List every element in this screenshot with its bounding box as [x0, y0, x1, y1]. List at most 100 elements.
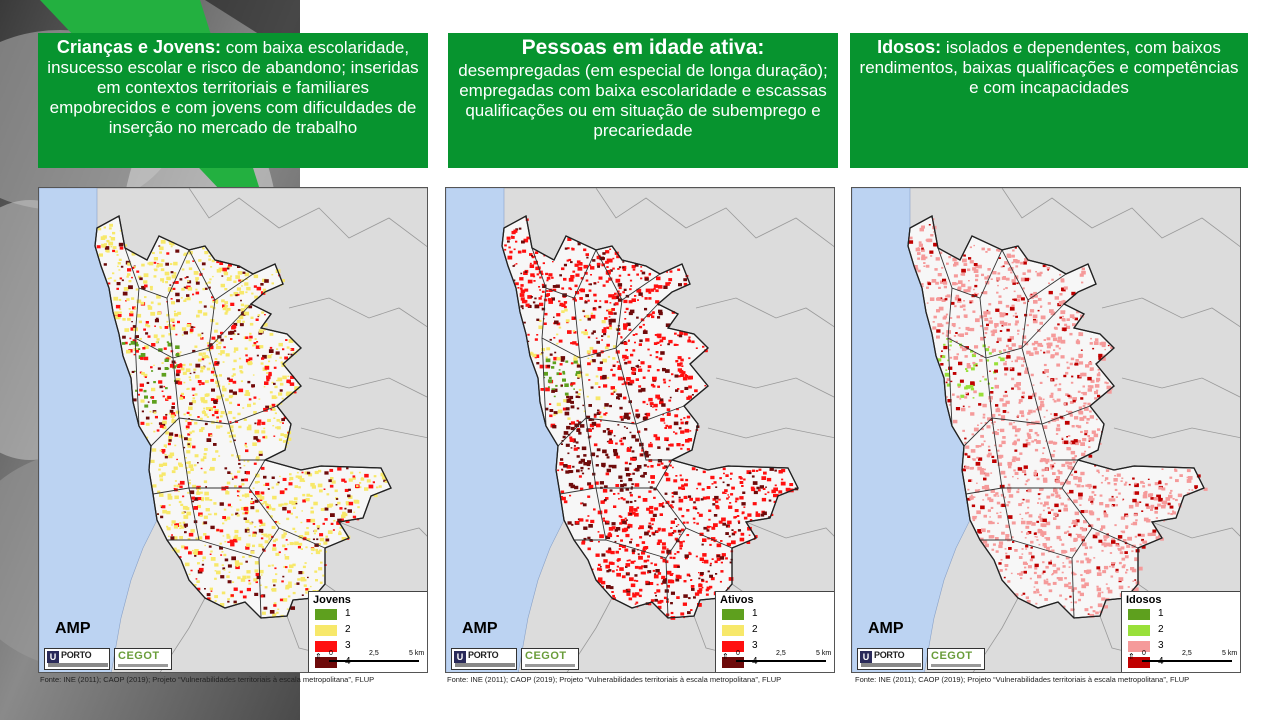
patch-class-2 — [119, 311, 122, 314]
patch-class-3 — [986, 425, 991, 429]
patch-class-3 — [1026, 442, 1031, 446]
patch-class-2 — [192, 549, 194, 552]
patch-class-4 — [583, 537, 587, 541]
patch-class-3 — [1188, 489, 1191, 491]
patch-class-3 — [650, 288, 655, 292]
patch-class-3 — [1062, 280, 1065, 282]
patch-class-3 — [541, 290, 545, 293]
patch-class-3 — [1012, 249, 1015, 252]
patch-class-3 — [1099, 442, 1102, 445]
patch-class-2 — [127, 262, 132, 266]
patch-class-3 — [937, 323, 943, 327]
legend-label: 2 — [752, 624, 758, 635]
patch-class-3 — [675, 475, 678, 477]
patch-class-4 — [227, 580, 232, 584]
patch-class-2 — [275, 396, 278, 399]
patch-class-3 — [987, 275, 991, 278]
patch-class-2 — [943, 343, 946, 346]
patch-class-2 — [188, 461, 191, 463]
patch-class-3 — [1072, 460, 1076, 464]
patch-class-3 — [1083, 520, 1087, 524]
patch-class-4 — [1092, 534, 1098, 539]
patch-class-2 — [174, 444, 177, 447]
patch-class-3 — [1169, 492, 1172, 494]
patch-class-2 — [181, 545, 185, 549]
patch-class-3 — [706, 525, 710, 529]
patch-class-3 — [639, 525, 644, 530]
patch-class-3 — [1061, 437, 1064, 439]
patch-class-3 — [973, 288, 975, 291]
patch-class-2 — [214, 358, 218, 361]
patch-class-4 — [157, 367, 161, 370]
patch-class-2 — [281, 534, 286, 538]
patch-class-2 — [140, 399, 145, 403]
patch-class-3 — [1146, 506, 1149, 509]
patch-class-3 — [1099, 502, 1104, 506]
patch-class-3 — [710, 577, 715, 581]
patch-class-3 — [244, 511, 248, 515]
patch-class-3 — [1186, 479, 1192, 483]
patch-class-4 — [579, 424, 585, 428]
patch-class-4 — [950, 380, 953, 383]
patch-class-4 — [1012, 541, 1015, 543]
legend-label: 3 — [1158, 640, 1164, 651]
patch-class-3 — [209, 345, 214, 350]
patch-class-3 — [1072, 519, 1077, 524]
patch-class-3 — [1104, 381, 1107, 384]
patch-class-3 — [684, 428, 690, 433]
patch-class-3 — [1120, 546, 1125, 550]
patch-class-3 — [990, 472, 993, 474]
patch-class-3 — [1068, 410, 1072, 414]
patch-class-4 — [219, 546, 223, 550]
patch-class-4 — [962, 468, 966, 472]
patch-class-2 — [327, 530, 333, 534]
patch-class-2 — [166, 527, 171, 531]
patch-class-2 — [286, 503, 289, 505]
patch-class-2 — [289, 564, 294, 569]
patch-class-3 — [597, 531, 600, 533]
patch-class-3 — [552, 261, 554, 263]
patch-class-3 — [965, 392, 968, 394]
patch-class-3 — [576, 419, 579, 422]
patch-class-3 — [1076, 484, 1081, 488]
patch-class-3 — [937, 297, 942, 301]
patch-class-2 — [215, 322, 219, 325]
patch-class-3 — [1111, 505, 1113, 507]
patch-class-3 — [1096, 587, 1102, 592]
patch-class-4 — [582, 404, 585, 407]
patch-class-3 — [662, 559, 667, 563]
patch-class-3 — [1070, 466, 1075, 470]
patch-class-2 — [248, 582, 252, 585]
patch-class-3 — [563, 277, 567, 281]
patch-class-3 — [727, 494, 729, 496]
patch-class-3 — [959, 346, 963, 349]
patch-class-2 — [972, 397, 975, 399]
patch-class-3 — [1174, 468, 1177, 471]
patch-class-3 — [665, 614, 668, 617]
patch-class-3 — [955, 294, 960, 298]
patch-class-1 — [150, 396, 152, 399]
patch-class-3 — [1054, 491, 1059, 495]
patch-class-3 — [1041, 468, 1045, 472]
patch-class-4 — [1028, 395, 1033, 400]
patch-class-4 — [998, 257, 1001, 259]
patch-class-3 — [571, 316, 576, 320]
patch-class-4 — [1005, 313, 1009, 316]
patch-class-4 — [617, 424, 620, 426]
patch-class-3 — [1048, 282, 1050, 285]
patch-class-3 — [534, 251, 539, 254]
patch-class-4 — [608, 569, 612, 572]
patch-class-4 — [603, 485, 608, 489]
patch-class-3 — [962, 258, 967, 263]
patch-class-3 — [771, 489, 776, 494]
patch-class-3 — [1070, 381, 1074, 384]
patch-class-3 — [1142, 485, 1146, 488]
patch-class-3 — [1089, 368, 1093, 371]
patch-class-3 — [652, 406, 654, 408]
patch-class-3 — [227, 503, 231, 507]
patch-class-3 — [1034, 351, 1039, 355]
patch-class-3 — [639, 588, 643, 592]
patch-class-3 — [1059, 538, 1062, 541]
patch-class-3 — [285, 339, 288, 341]
patch-class-2 — [302, 493, 306, 497]
